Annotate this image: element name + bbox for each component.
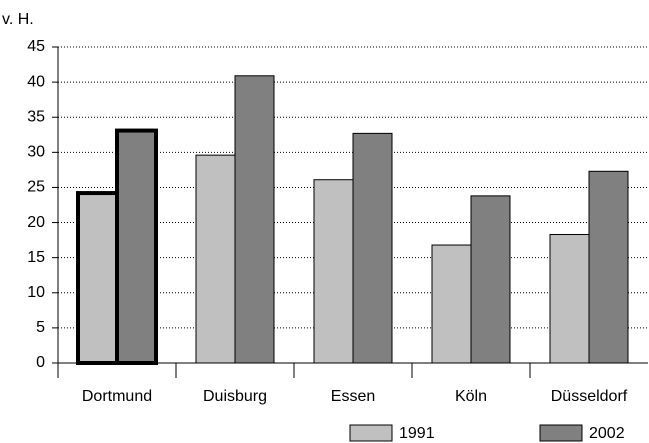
legend-swatch — [539, 424, 583, 442]
legend-swatch — [349, 424, 393, 442]
y-tick-label: 15 — [27, 249, 45, 266]
bar — [195, 154, 236, 364]
y-tick-label: 5 — [36, 319, 45, 336]
y-tick-label: 30 — [27, 144, 45, 161]
bar — [115, 128, 158, 365]
y-tick-label: 35 — [27, 108, 45, 125]
y-axis-label: v. H. — [2, 11, 34, 28]
bar — [76, 191, 119, 365]
y-tick-label: 10 — [27, 284, 45, 301]
legend-label: 1991 — [399, 425, 435, 442]
y-tick-label: 0 — [36, 354, 45, 371]
x-tick-label: Köln — [455, 388, 487, 405]
x-tick-label: Essen — [331, 388, 375, 405]
bar — [470, 195, 511, 364]
bar — [234, 75, 275, 364]
y-tick-label: 45 — [27, 38, 45, 55]
bar — [431, 244, 472, 364]
legend-label: 2002 — [589, 425, 625, 442]
x-tick-label: Düsseldorf — [551, 388, 628, 405]
bar — [352, 132, 393, 364]
y-tick-label: 25 — [27, 179, 45, 196]
y-tick-label: 40 — [27, 73, 45, 90]
bar — [588, 170, 629, 364]
bar — [313, 179, 354, 364]
bar — [549, 233, 590, 364]
x-tick-label: Dortmund — [82, 388, 152, 405]
x-tick-label: Duisburg — [203, 388, 267, 405]
y-tick-label: 20 — [27, 214, 45, 231]
